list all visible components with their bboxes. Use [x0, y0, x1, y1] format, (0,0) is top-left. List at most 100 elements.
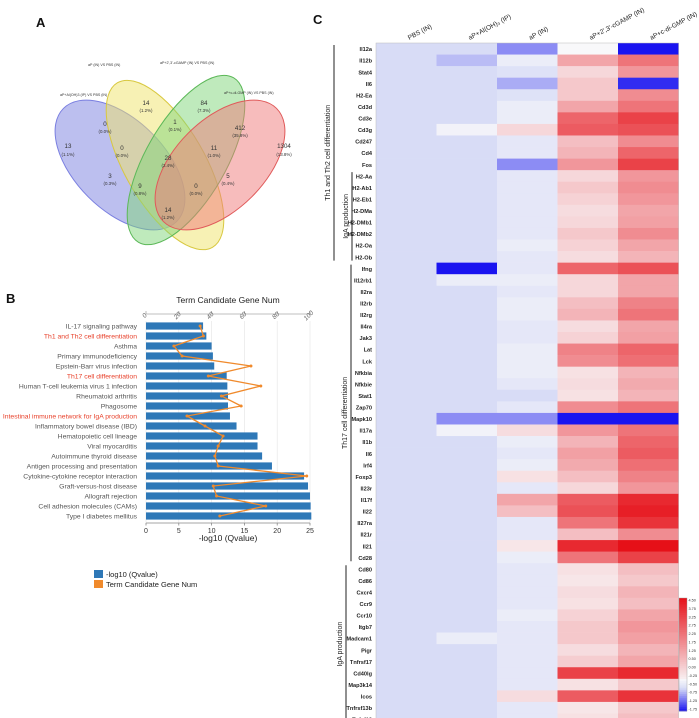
colorbar-step — [679, 697, 687, 701]
heatmap-cell — [618, 181, 679, 194]
gene-num-point — [249, 364, 253, 368]
heatmap-cell — [497, 586, 558, 599]
colorbar-step — [679, 677, 687, 680]
heatmap-cell — [557, 436, 619, 448]
heatmap-cell — [376, 655, 437, 668]
row-label: Tnfrsf17 — [350, 660, 372, 666]
heatmap-cell — [436, 216, 498, 229]
heatmap-cell — [497, 158, 558, 171]
heatmap-cell — [557, 366, 619, 379]
heatmap-cell — [557, 482, 619, 495]
venn-region-pct: (0.8%) — [134, 191, 147, 196]
row-label: Madcam1 — [347, 637, 373, 643]
heatmap-cell — [376, 43, 437, 55]
colorbar-step — [679, 682, 687, 686]
heatmap-cell — [436, 366, 498, 379]
heatmap-cell — [557, 100, 619, 113]
venn-region-pct: (0.4%) — [222, 181, 235, 186]
colorbar-step — [679, 703, 687, 706]
gene-num-point — [206, 374, 210, 378]
heatmap-cell — [376, 632, 437, 645]
colorbar-step — [679, 680, 687, 684]
row-label: Il17f — [361, 498, 372, 504]
bottom-axis-tick-label: 10 — [208, 528, 216, 535]
row-label: Il12a — [360, 47, 373, 53]
heatmap-cell — [557, 216, 619, 229]
gene-num-point — [180, 354, 184, 358]
colorbar-step — [679, 633, 687, 637]
bar — [146, 352, 213, 360]
colorbar-tick-label: -1.25 — [689, 699, 698, 703]
heatmap-cell — [557, 401, 619, 414]
row-label: H2-DMb2 — [348, 232, 372, 238]
row-label: Il1b — [362, 440, 372, 446]
colorbar-step — [679, 603, 687, 606]
colorbar-tick-label: 1.75 — [689, 640, 696, 644]
gene-num-point — [216, 444, 220, 448]
colorbar-step — [679, 694, 687, 697]
heatmap-cell — [618, 644, 679, 656]
venn-region-pct: (7.3%) — [198, 108, 211, 113]
heatmap-cell — [618, 170, 679, 183]
venn-region-pct: (1.2%) — [140, 108, 153, 113]
heatmap-cell — [436, 320, 498, 333]
gene-num-point — [201, 334, 205, 338]
category-label: Th17 cell differentiation — [67, 374, 137, 381]
row-label: H2-Ob — [355, 255, 372, 261]
colorbar-step — [679, 601, 687, 605]
heatmap-cell — [376, 66, 437, 78]
venn-set-4 — [154, 99, 286, 231]
bottom-axis-tick-label: 0 — [144, 528, 148, 535]
gene-num-point — [264, 504, 268, 508]
heatmap-cell — [376, 77, 437, 90]
heatmap-cell — [436, 343, 498, 356]
gene-num-point — [239, 404, 243, 408]
colorbar-tick-label: 2.75 — [689, 624, 696, 628]
heatmap-cell — [497, 678, 558, 691]
venn-region-pct: (1.0%) — [208, 153, 221, 158]
heatmap-cell — [376, 366, 437, 379]
heatmap-cell — [497, 424, 558, 437]
heatmap-cell — [618, 66, 679, 78]
venn-region-count: 14 — [165, 207, 172, 214]
heatmap-row-labels: Il12a Il12b Stat4 Il6 H2-Ea Cd3d Cd3e Cd3g Cd247… — [347, 47, 373, 718]
heatmap-cell — [557, 123, 619, 136]
gene-num-point — [215, 494, 219, 498]
heatmap-cell — [436, 644, 498, 656]
heatmap-cell — [497, 308, 558, 321]
colorbar-step — [679, 662, 687, 665]
category-label: Autoimmune thyroid disease — [51, 454, 137, 461]
row-label: Il2ra — [360, 290, 372, 296]
heatmap-cell — [557, 112, 619, 125]
row-label: Irf4 — [363, 463, 373, 469]
row-label: Tnfrsf13b — [347, 706, 373, 712]
heatmap-cell — [376, 123, 437, 136]
heatmap-cell — [557, 493, 619, 506]
heatmap-cell — [497, 147, 558, 159]
colorbar-step — [679, 620, 687, 623]
heatmap-cell — [436, 540, 498, 552]
gene-num-point — [198, 324, 202, 328]
heatmap-cell — [618, 667, 679, 680]
heatmap-column-headers: PBS (IN) aP+Al(OH)₃ (IP) aP (IN) aP+2',3'-c… — [407, 7, 699, 42]
heatmap-cell — [376, 204, 437, 217]
heatmap-border — [375, 42, 679, 718]
legend-label-gene-num: Term Candidate Gene Num — [106, 580, 197, 589]
heatmap-cell — [376, 609, 437, 622]
heatmap-cell — [618, 516, 679, 529]
heatmap-cell — [618, 193, 679, 206]
heatmap-cell — [436, 516, 498, 529]
category-label: Cell adhesion molecules (CAMs) — [38, 504, 137, 511]
heatmap-cell — [436, 77, 498, 90]
heatmap-cell — [618, 412, 679, 425]
heatmap-cell — [557, 89, 619, 102]
gene-heatmap: PBS (IN) aP+Al(OH)₃ (IP) aP (IN) aP+2',3'-c… — [325, 7, 699, 718]
heatmap-cell — [376, 528, 437, 541]
heatmap-cell — [376, 308, 437, 321]
colorbar-tick-label: -0.75 — [689, 691, 698, 695]
heatmap-cell — [436, 713, 498, 718]
heatmap-cell — [376, 551, 437, 564]
heatmap-cell — [376, 436, 437, 448]
row-label: H2-Oa — [356, 244, 373, 250]
colorbar-step — [679, 690, 687, 693]
